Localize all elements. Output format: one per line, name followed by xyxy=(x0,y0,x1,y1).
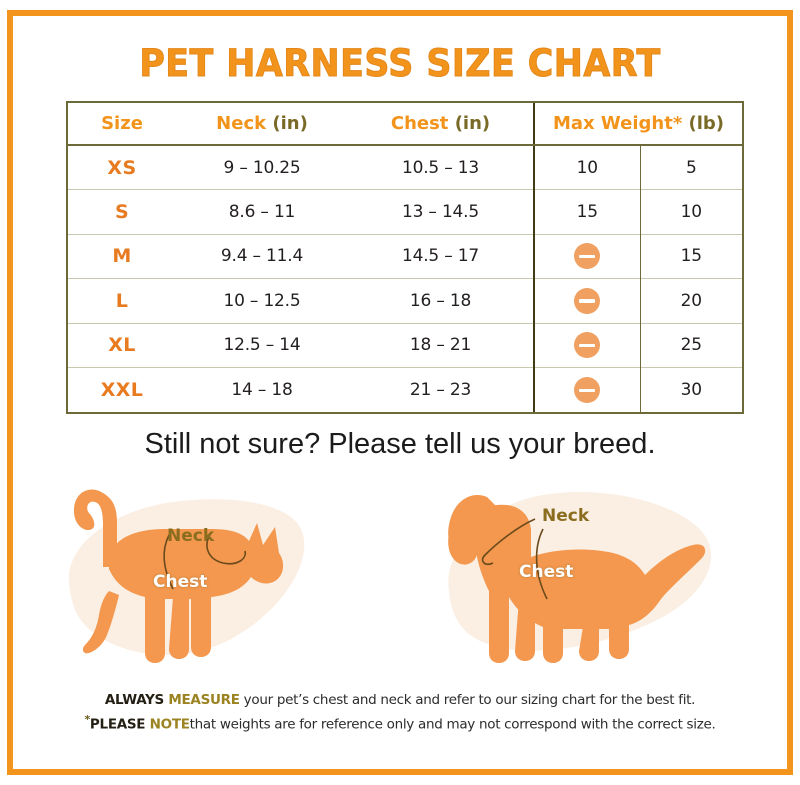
table-row: XL 12.5 – 14 18 – 21 25 xyxy=(68,322,743,368)
cat-neck-measure-line xyxy=(206,532,247,565)
cell-neck: 14 – 18 xyxy=(176,367,348,412)
cell-chest: 10.5 – 13 xyxy=(402,157,479,178)
cell-chest: 21 – 23 xyxy=(348,367,534,412)
column-header-neck-text: Neck xyxy=(216,113,267,134)
table-row: S 8.6 – 11 13 – 14.5 15 10 xyxy=(68,189,743,234)
footnotes: ALWAYS MEASURE your pet’s chest and neck… xyxy=(13,691,787,735)
dog-body xyxy=(448,495,706,663)
cell-dog-max-weight: 5 xyxy=(639,145,743,190)
size-chart-table-container: Size Neck (in) Chest (in) Max Weight* (l… xyxy=(66,101,744,414)
cell-cat-max-weight xyxy=(533,233,640,279)
column-header-size: Size xyxy=(68,103,176,146)
cat-chest-measure-line xyxy=(163,534,174,590)
cell-cat-max-weight xyxy=(533,322,640,368)
cell-neck: 8.6 – 11 xyxy=(176,189,348,234)
cell-dog-max-weight: 15 xyxy=(639,233,743,279)
footnote-1-bold-b: MEASURE xyxy=(168,692,240,708)
column-header-max-weight: Max Weight* (lb) xyxy=(532,103,743,146)
table-header-row: Size Neck (in) Chest (in) Max Weight* (l… xyxy=(68,103,743,146)
cell-size: XS xyxy=(107,156,137,179)
minus-circle-icon xyxy=(574,377,601,403)
cell-dog-max-weight: 20 xyxy=(639,278,743,323)
dog-chest-measure-line xyxy=(535,528,548,600)
cell-size: XXL xyxy=(68,367,176,412)
column-header-neck: Neck (in) xyxy=(176,103,348,146)
column-header-chest-text: Chest xyxy=(390,113,449,134)
footnote-2-rest: that weights are for reference only and … xyxy=(189,716,716,733)
cell-size: M xyxy=(68,233,176,279)
page-title: PET HARNESS SIZE CHART xyxy=(139,42,661,86)
minus-circle-icon xyxy=(574,332,601,359)
cell-chest: 16 – 18 xyxy=(348,278,534,323)
column-header-chest-unit: (in) xyxy=(454,113,491,134)
table-row: M 9.4 – 11.4 14.5 – 17 15 xyxy=(68,233,743,279)
illustrations-row: Neck Chest Neck Chest xyxy=(13,471,787,686)
table-row: L 10 – 12.5 16 – 18 20 xyxy=(68,278,743,323)
cell-cat-max-weight: 15 xyxy=(533,189,640,234)
cell-dog-max-weight: 30 xyxy=(639,367,743,412)
cell-chest: 18 – 21 xyxy=(348,322,534,368)
cell-chest: 14.5 – 17 xyxy=(348,233,534,279)
dog-illustration: Neck Chest xyxy=(413,471,743,686)
cell-cat-max-weight xyxy=(533,367,640,412)
footnote-2-bold-b: NOTE xyxy=(149,716,190,733)
cell-dog-max-weight: 25 xyxy=(639,322,743,368)
table-body: XS 9 – 10.25 10.5 – 13 10 5 S 8.6 – 11 13 – 14.… xyxy=(68,145,743,412)
column-header-max-weight-unit: (lb) xyxy=(688,113,725,134)
table-header: Size Neck (in) Chest (in) Max Weight* (l… xyxy=(68,103,743,146)
cell-neck: 9.4 – 11.4 xyxy=(176,233,348,279)
cell-neck: 10 – 12.5 xyxy=(176,278,348,323)
cell-size: S xyxy=(68,189,176,234)
size-chart-poster: PET HARNESS SIZE CHART Size Neck (in) Ch… xyxy=(7,10,793,775)
table-row: XS 9 – 10.25 10.5 – 13 10 5 xyxy=(68,145,743,190)
dog-drawing xyxy=(448,492,712,663)
footnote-1-bold-a: ALWAYS xyxy=(104,692,169,708)
cell-size: XL xyxy=(68,322,176,368)
footnote-line-2: *PLEASE NOTEthat weights are for referen… xyxy=(13,710,787,735)
cell-cat-max-weight: 10 xyxy=(533,145,640,190)
cat-body xyxy=(73,489,284,663)
minus-circle-icon xyxy=(574,243,601,270)
cat-illustration: Neck Chest xyxy=(61,471,391,686)
column-header-max-weight-text: Max Weight* xyxy=(552,113,683,134)
cell-dog-max-weight: 10 xyxy=(639,189,743,234)
dog-neck-measure-line xyxy=(481,518,536,566)
column-header-chest: Chest (in) xyxy=(348,103,534,146)
cell-cat-max-weight xyxy=(533,278,640,323)
footnote-2-bold-a: PLEASE xyxy=(89,716,150,733)
footnote-1-rest: your pet’s chest and neck and refer to o… xyxy=(239,692,696,708)
footnote-line-1: ALWAYS MEASURE your pet’s chest and neck… xyxy=(13,691,787,710)
table-row: XXL 14 – 18 21 – 23 30 xyxy=(68,367,743,412)
size-chart-table: Size Neck (in) Chest (in) Max Weight* (l… xyxy=(68,103,743,412)
subtitle-text: Still not sure? Please tell us your bree… xyxy=(144,428,656,460)
cell-neck: 12.5 – 14 xyxy=(176,322,348,368)
cell-chest: 13 – 14.5 xyxy=(348,189,534,234)
footnote-asterisk: * xyxy=(84,713,90,726)
cat-drawing xyxy=(68,489,305,663)
cell-neck: 9 – 10.25 xyxy=(223,157,301,178)
minus-circle-icon xyxy=(574,287,601,314)
cell-size: L xyxy=(68,278,176,323)
column-header-neck-unit: (in) xyxy=(272,113,308,134)
